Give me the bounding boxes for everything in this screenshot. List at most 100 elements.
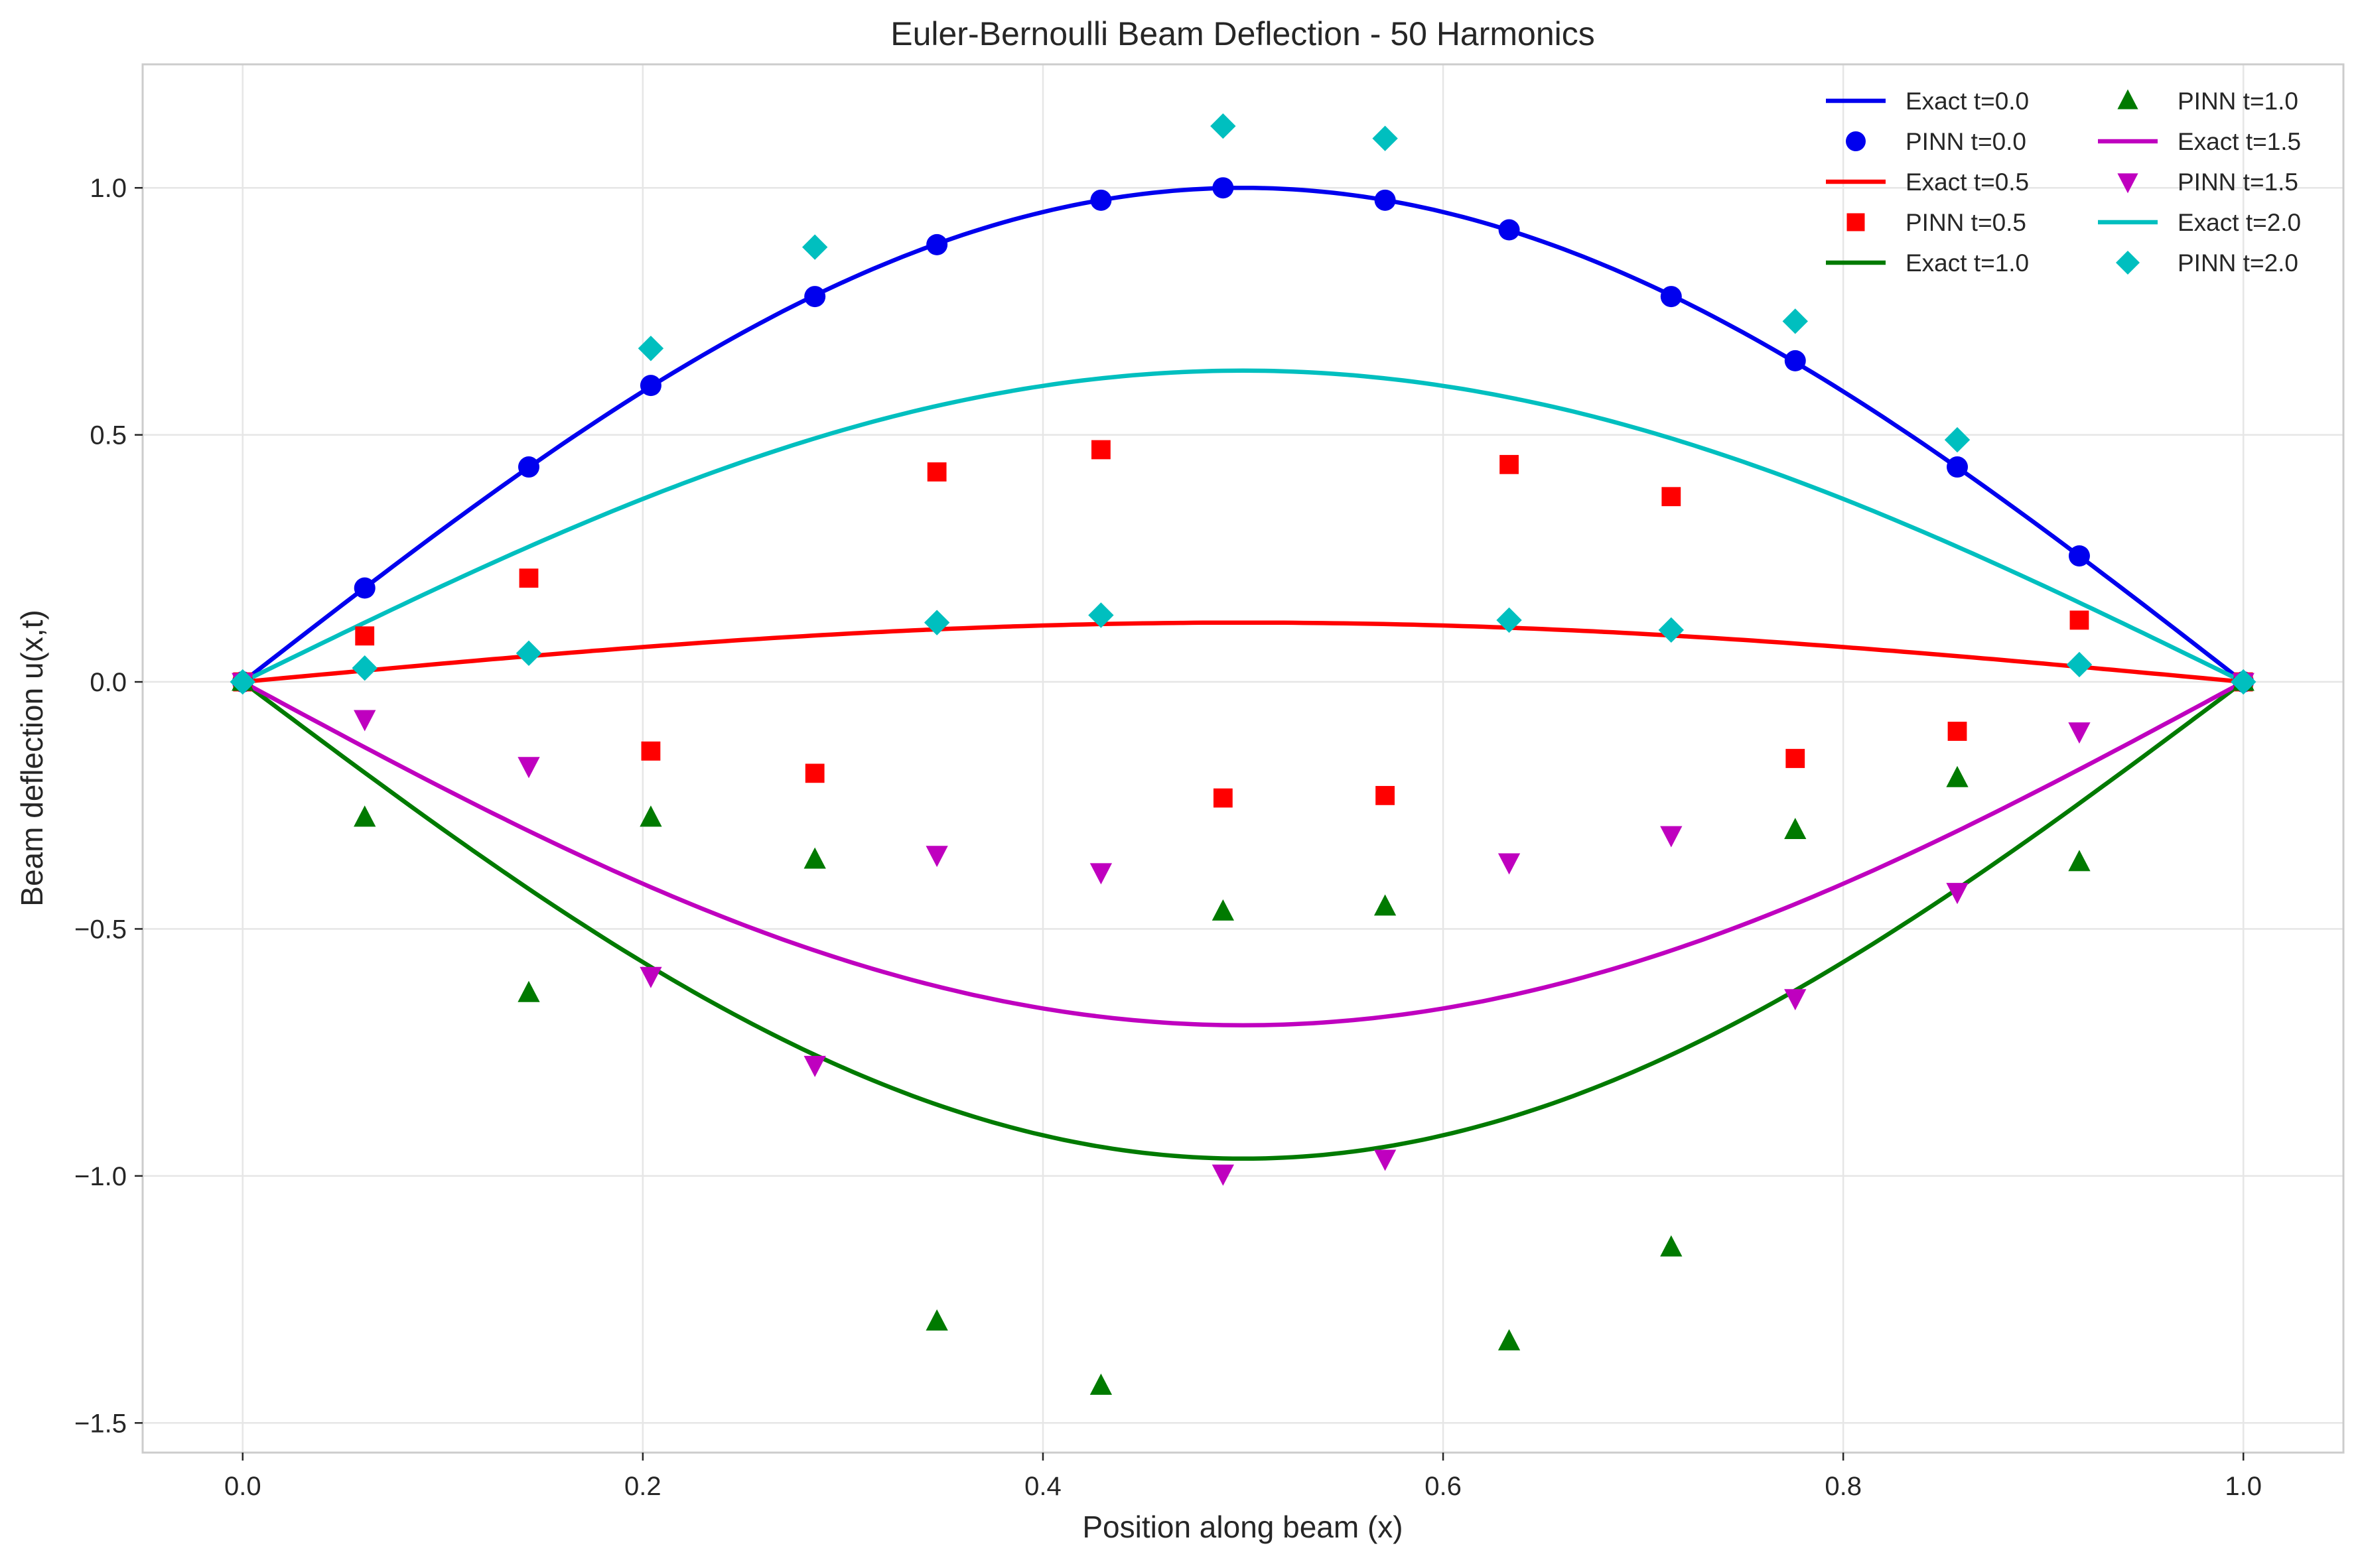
legend-label: PINN t=1.5 [2178,168,2298,196]
pinn-point [1373,894,1397,916]
pinn-point [1660,1235,1683,1257]
pinn-point [926,1309,948,1331]
y-tick-label: −1.0 [74,1162,127,1191]
x-tick-label: 1.0 [2225,1472,2262,1501]
y-tick-label: 0.0 [90,668,127,697]
pinn-point [1213,788,1233,808]
pinn-point [1212,899,1234,921]
pinn-point [1784,350,1806,371]
pinn-point [1785,749,1805,768]
pinn-point [803,1055,826,1077]
legend-label: Exact t=1.0 [1906,249,2029,277]
pinn-point [230,669,255,695]
y-tick-label: 0.5 [90,421,127,450]
pinn-point [640,375,661,397]
pinn-point [1946,883,1969,905]
pinn-point [926,846,948,868]
exact-curve [242,368,2245,684]
pinn-point [518,757,540,779]
pinn-point [355,626,375,646]
pinn-point [518,980,540,1002]
pinn-point [805,763,825,783]
pinn-point [1784,989,1807,1011]
pinn-point [1658,617,1685,643]
plot-frame [141,63,2345,1454]
pinn-point [1782,308,1808,334]
legend-label: Exact t=0.0 [1906,88,2029,115]
pinn-point [801,234,828,260]
pinn-point [1947,722,1967,741]
pinn-point [924,610,950,635]
pinn-point [804,286,826,308]
pinn-point [1089,1373,1113,1395]
legend-label: Exact t=2.0 [2178,209,2301,236]
pinn-point [1088,602,1114,628]
y-tick-label: −1.5 [74,1409,127,1438]
exact-curve [242,680,2245,1027]
pinn-point [1212,177,1234,199]
pinn-point [926,233,948,255]
pinn-point [1498,219,1520,241]
legend-label: PINN t=2.0 [2178,249,2298,277]
pinn-point [354,577,376,599]
y-axis-label: Beam deflection u(x,t) [15,610,49,906]
legend: Exact t=0.0 PINN t=0.0 Exact t=0.5 PINN t=0… [1826,88,2301,277]
legend-marker-swatch [2117,173,2138,194]
x-axis-label: Position along beam (x) [1082,1510,1403,1544]
pinn-point [1089,863,1113,885]
legend-label: PINN t=0.0 [1906,128,2026,155]
pinn-point [518,456,539,478]
pinn-point [2068,850,2091,872]
legend-marker-swatch [2116,251,2140,275]
x-tick-label: 0.2 [624,1472,661,1501]
legend-label: PINN t=1.0 [2178,88,2298,115]
pinn-point [354,805,376,827]
pinn-point [803,847,826,869]
pinn-point [516,640,542,667]
x-tick-label: 0.6 [1424,1472,1462,1501]
pinn-point [1499,454,1519,474]
tick-labels: 0.0 0.2 0.4 0.6 0.8 1.0 1.0 0.5 0.0 −0.5 −1.0 −1.5 [74,174,2262,1501]
pinn-point [1372,125,1398,151]
pinn-point [2231,669,2256,695]
pinn-point [354,710,376,732]
exact-curve [242,620,2244,685]
pinn-point [1091,440,1111,460]
pinn-point [1660,826,1683,848]
chart-title: Euler-Bernoulli Beam Deflection - 50 Har… [890,15,1595,52]
pinn-point [1784,817,1807,839]
pinn-point [1374,189,1396,211]
pinn-point [519,568,539,588]
pinn-point [1944,426,1971,453]
pinn-point [2069,610,2089,630]
x-tick-label: 0.8 [1825,1472,1862,1501]
pinn-point [1210,113,1236,139]
y-tick-label: 1.0 [90,174,127,203]
exact-curve [241,680,2245,1161]
legend-marker-swatch [2117,89,2138,109]
pinn-point [1947,456,1969,478]
pinn-point [2066,651,2093,678]
y-tick-label: −0.5 [74,915,127,944]
pinn-point [638,336,664,361]
legend-marker-swatch [1846,213,1865,231]
pinn-point [352,655,378,681]
pinn-point [1946,765,1969,787]
series-layer [230,113,2256,1395]
pinn-point [1373,1149,1397,1171]
pinn-point [927,462,947,482]
legend-label: Exact t=0.5 [1906,168,2029,196]
pinn-point [1661,487,1681,507]
pinn-point [2068,545,2090,567]
x-tick-label: 0.0 [224,1472,261,1501]
exact-curve [241,185,2245,684]
pinn-point [1497,853,1521,875]
pinn-point [640,805,662,827]
pinn-point [1496,607,1522,633]
x-tick-label: 0.4 [1024,1472,1062,1501]
pinn-point [1090,189,1112,211]
pinn-point [2068,722,2091,744]
